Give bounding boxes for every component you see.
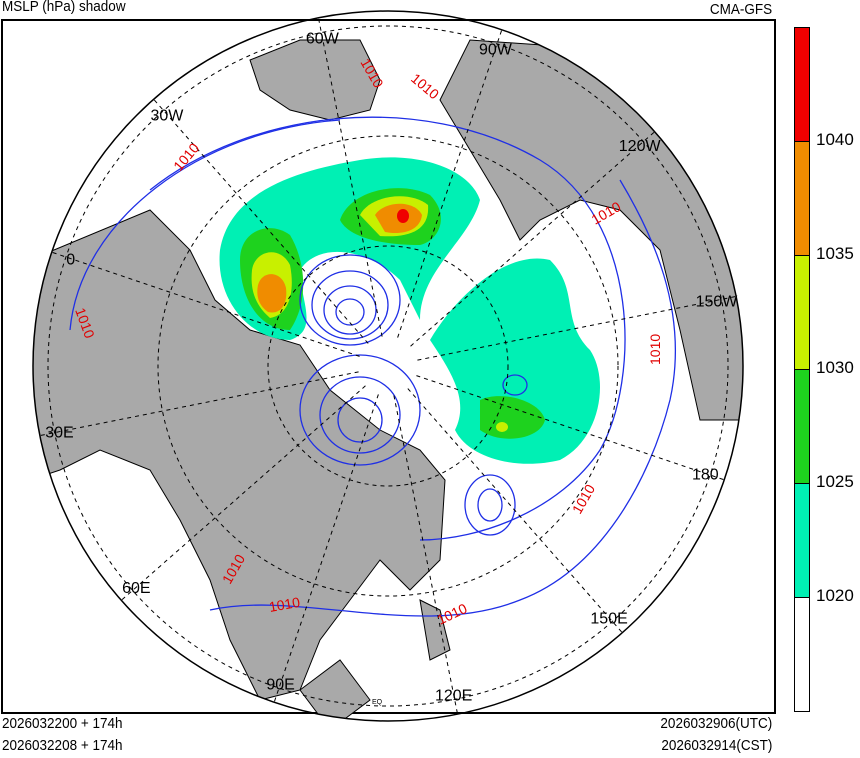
- longitude-label: 30W: [150, 107, 184, 124]
- longitude-label: 150E: [590, 611, 627, 628]
- longitude-label: 30E: [45, 425, 73, 442]
- longitude-labels: 60W 90W 120W 150W 180 150E 120E 90E 60E 30E 0 30W: [45, 30, 738, 704]
- colorbar-label: 1040: [816, 130, 854, 149]
- map-boundary: [32, 10, 744, 722]
- longitude-label: 60W: [306, 30, 340, 47]
- shade-1035-a: [257, 274, 287, 313]
- equator-label: EQ: [372, 699, 383, 706]
- meridian-line: [120, 385, 366, 601]
- meridian-line: [153, 98, 369, 344]
- pressure-shading: [219, 157, 600, 464]
- meridian-line: [393, 395, 459, 715]
- meridian-line: [416, 375, 725, 481]
- longitude-label: 120E: [435, 688, 472, 705]
- shade-1030-c: [496, 422, 508, 432]
- init-time-utc: 2026032200 + 174h: [2, 715, 123, 732]
- longitude-label: 90W: [479, 42, 513, 59]
- svg-text:1010: 1010: [647, 334, 663, 365]
- land-greenland: [249, 39, 381, 121]
- longitude-label: 0: [66, 252, 75, 269]
- land-eurasia: [33, 209, 446, 701]
- meridian-line: [397, 29, 503, 338]
- colorbar-label: 1025: [816, 472, 854, 491]
- meridian-line: [273, 394, 379, 703]
- meridian-line: [410, 131, 656, 347]
- init-time-cst: 2026032208 + 174h: [2, 737, 123, 754]
- meridian-line: [51, 251, 360, 357]
- isobars: [69, 116, 677, 617]
- colorbar-label: 1020: [816, 586, 854, 605]
- longitude-label: 120W: [619, 138, 662, 155]
- colorbar-segment: [794, 597, 810, 712]
- meridian-line: [407, 388, 623, 634]
- colorbar-segment: [794, 255, 810, 370]
- colorbar-segment: [794, 141, 810, 256]
- valid-time-utc: 2026032906(UTC): [660, 715, 772, 732]
- colorbar-segment: [794, 27, 810, 142]
- longitude-label: 90E: [266, 676, 294, 693]
- chart-title: MSLP (hPa) shadow: [2, 0, 126, 15]
- meridian-line: [417, 295, 737, 361]
- shade-1020-pacific: [430, 258, 600, 464]
- colorbar-segment: [794, 483, 810, 598]
- longitude-label: 180: [692, 466, 719, 483]
- meridian-line: [317, 17, 383, 337]
- model-name: CMA-GFS: [709, 1, 772, 18]
- longitude-label: 60E: [122, 580, 150, 597]
- land-philippines: [419, 599, 451, 661]
- longitude-label: 150W: [696, 293, 739, 310]
- colorbar-label: 1030: [816, 358, 854, 377]
- colorbar-segment: [794, 369, 810, 484]
- svg-text:1010: 1010: [268, 594, 302, 615]
- colorbar-label: 1035: [816, 244, 854, 263]
- valid-time-cst: 2026032914(CST): [660, 737, 772, 754]
- shade-1040: [397, 209, 409, 223]
- meridian-line: [39, 371, 359, 437]
- graticule: [39, 17, 737, 715]
